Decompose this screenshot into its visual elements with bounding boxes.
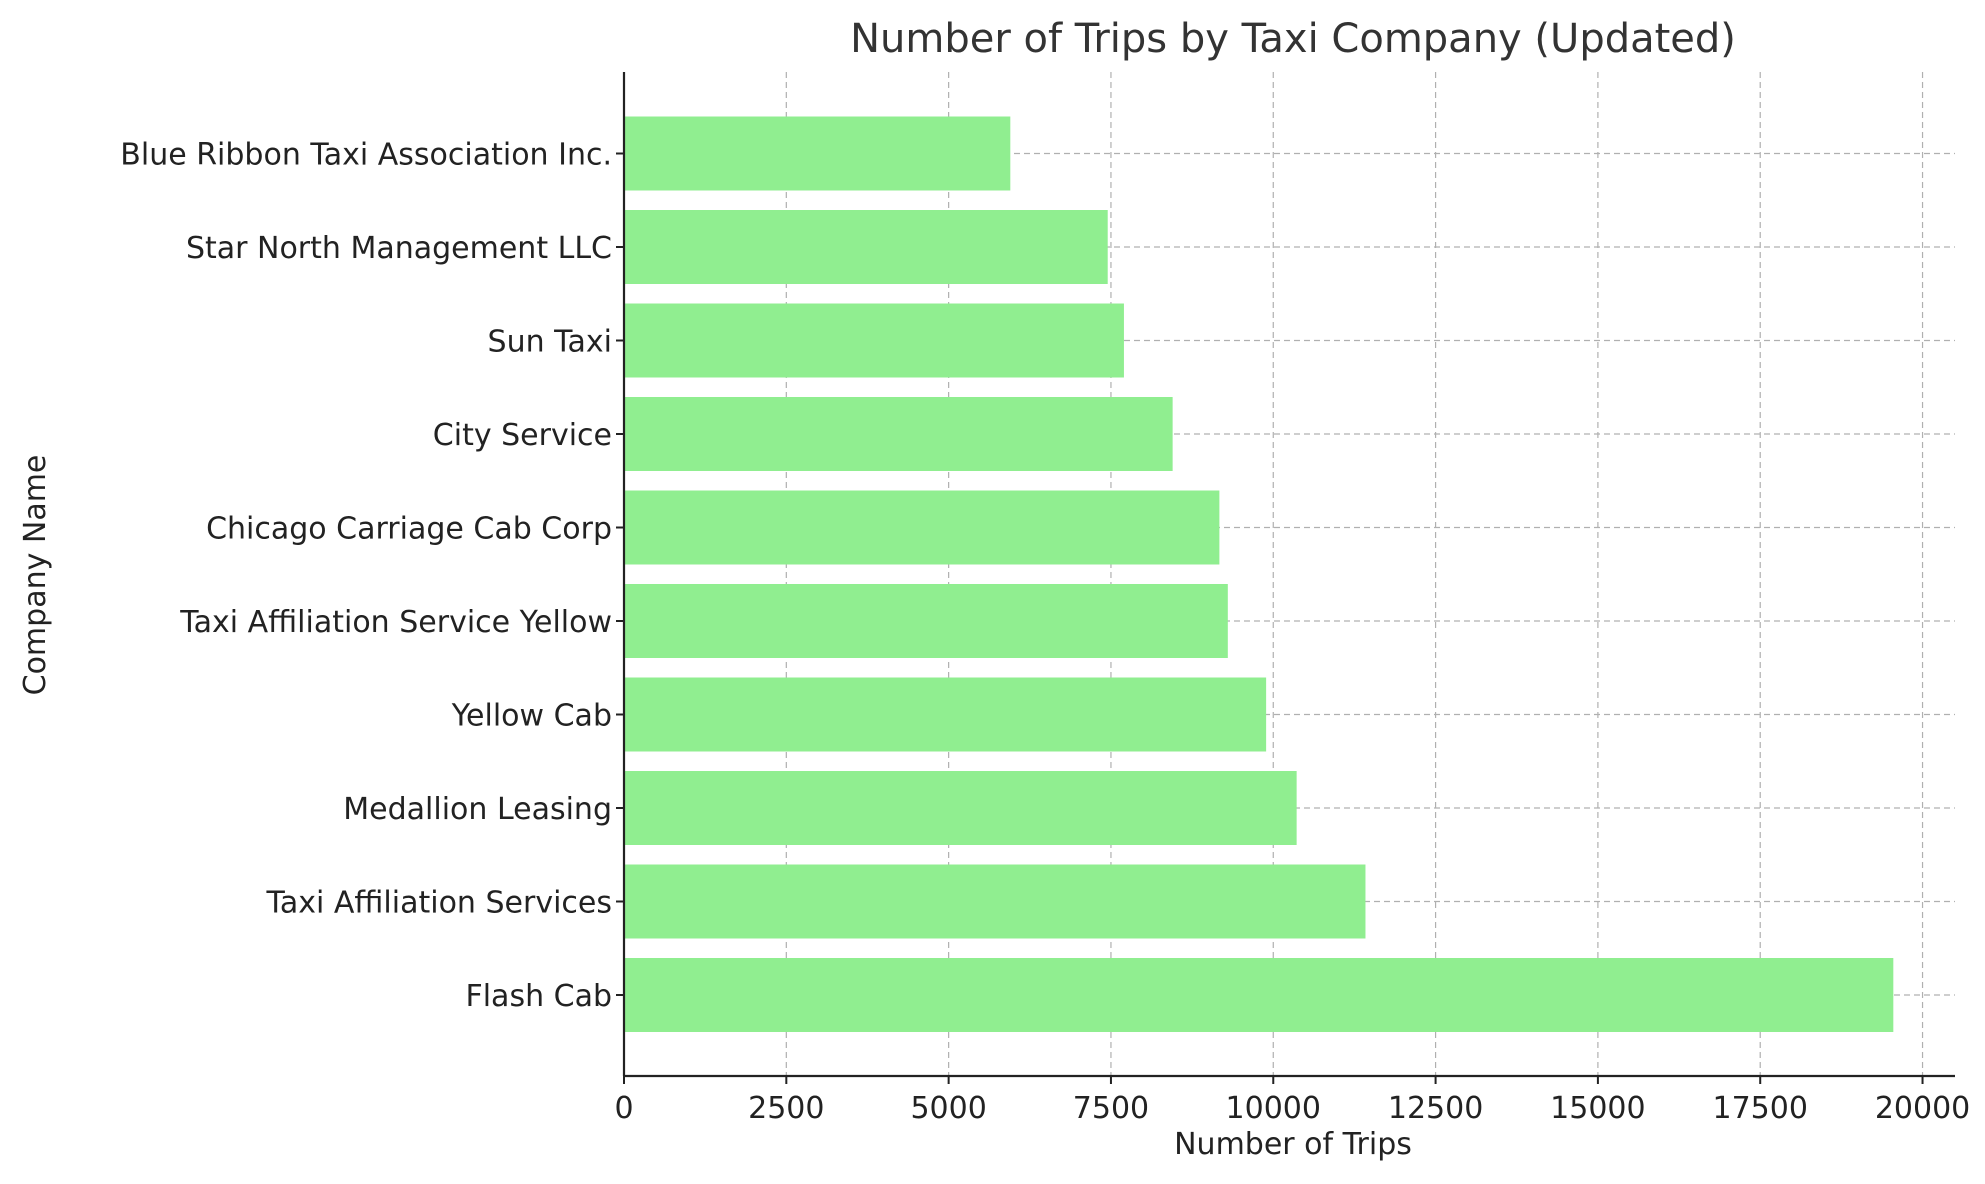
y-tick-label: City Service (433, 418, 612, 453)
y-axis-label: Company Name (18, 455, 53, 696)
y-tick-label: Taxi Affiliation Service Yellow (179, 605, 612, 640)
y-tick-label: Medallion Leasing (343, 792, 612, 827)
bar (624, 397, 1173, 471)
bar (624, 864, 1366, 939)
x-tick-label: 10000 (1226, 1091, 1321, 1126)
x-tick-label: 7500 (1073, 1091, 1149, 1126)
y-tick-label: Star North Management LLC (186, 231, 612, 266)
bar (624, 303, 1124, 378)
bar (624, 116, 1011, 191)
x-tick-label: 12500 (1388, 1091, 1483, 1126)
x-axis-label: Number of Trips (1174, 1127, 1412, 1162)
x-tick-label: 15000 (1550, 1091, 1645, 1126)
bar-layer (624, 116, 1894, 1032)
x-tick-label: 2500 (748, 1091, 824, 1126)
y-tick-label: Chicago Carriage Cab Corp (206, 512, 612, 547)
bar (624, 584, 1228, 658)
y-tick-label: Yellow Cab (451, 699, 612, 734)
x-tick-label: 5000 (910, 1091, 986, 1126)
bar (624, 210, 1108, 284)
y-tick-label: Blue Ribbon Taxi Association Inc. (120, 138, 612, 173)
x-tick-label: 0 (614, 1091, 633, 1126)
bar (624, 958, 1894, 1032)
bar (624, 490, 1220, 565)
bar (624, 771, 1297, 845)
x-tick-label: 20000 (1875, 1091, 1970, 1126)
y-tick-label: Taxi Affiliation Services (266, 886, 612, 921)
x-tick-label: 17500 (1713, 1091, 1808, 1126)
y-tick-label: Flash Cab (465, 979, 612, 1014)
axis-layer: Flash Cab Taxi Affiliation Services Medall… (120, 72, 1970, 1126)
chart-title: Number of Trips by Taxi Company (Updated… (850, 16, 1736, 62)
bar (624, 677, 1267, 752)
y-tick-label: Sun Taxi (488, 325, 612, 360)
